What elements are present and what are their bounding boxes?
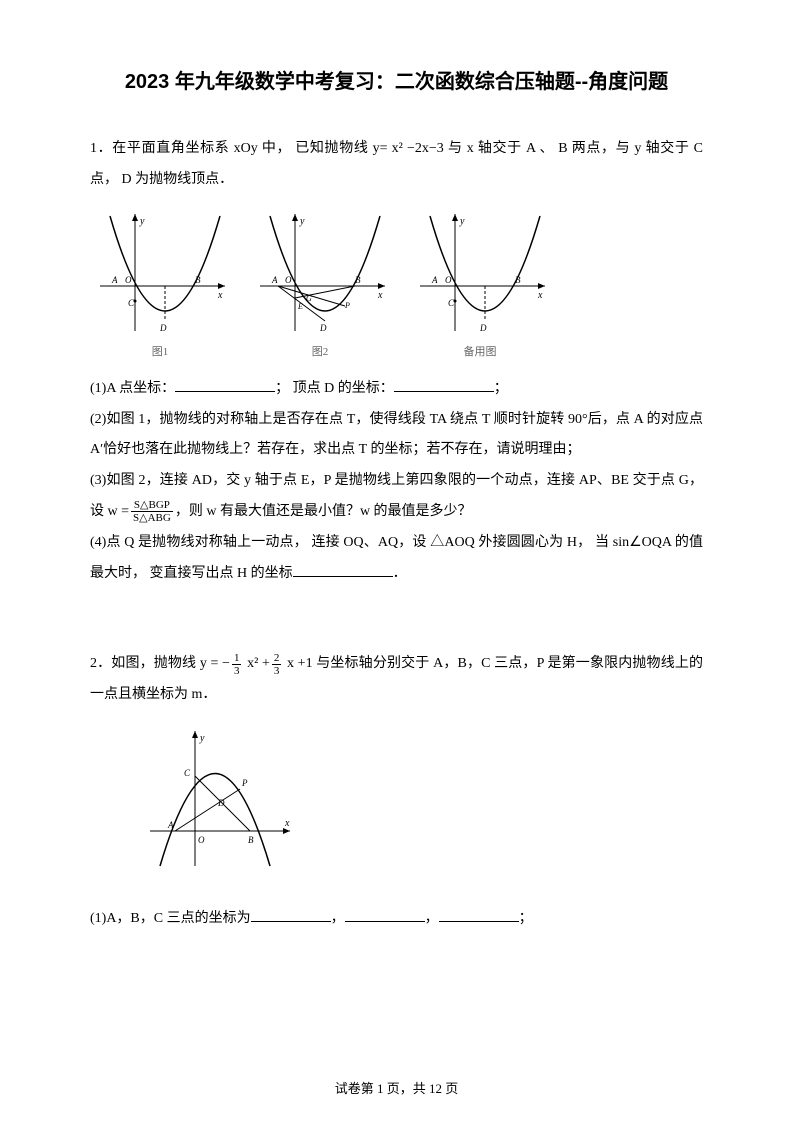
q1-figure-2: y x O A B G E P D 图2 [250,206,390,364]
blank [175,378,275,392]
q1-figure-1: y x O A B C D 图1 [90,206,230,364]
fraction: S△BGPS△ABG [131,499,173,524]
q2-part1-pre: (1)A，B，C 三点的坐标为 [90,911,251,926]
blank [251,908,331,922]
frac-num: 1 [232,652,242,665]
svg-text:G: G [306,294,312,303]
svg-text:C: C [448,298,455,308]
q1-part1-pre: (1)A 点坐标： [90,381,175,396]
svg-text:x: x [284,818,290,829]
svg-text:A: A [431,275,438,285]
svg-text:y: y [299,216,305,227]
frac-den: 3 [232,665,242,677]
svg-text:B: B [248,835,254,845]
blank [293,563,393,577]
svg-text:x: x [377,290,383,301]
svg-text:y: y [199,733,205,744]
blank [345,908,425,922]
q2-part1: (1)A，B，C 三点的坐标为 ， ， ； [90,904,703,935]
parabola-downward-svg: y x O A B C D P [140,721,300,871]
frac-num: 2 [272,652,282,665]
q2-figure: y x O A B C D P [140,721,703,884]
q1-part4-end: ． [393,566,407,581]
svg-text:B: B [195,275,201,285]
q1-figures: y x O A B C D 图1 y x [90,206,703,364]
page-footer: 试卷第 1 页，共 12 页 [0,1078,793,1097]
svg-text:C: C [184,768,191,778]
sep2: ， [425,911,439,926]
svg-text:A: A [271,275,278,285]
question-1: 1．在平面直角坐标系 xOy 中， 已知抛物线 y= x² −2x−3 与 x … [90,134,703,589]
parabola-figure-3-svg: y x O A B C D [410,206,550,336]
fig1-caption: 图1 [152,340,169,364]
svg-text:x: x [537,290,543,301]
svg-text:B: B [355,275,361,285]
svg-text:O: O [198,835,205,845]
q2-intro-pre: 2．如图，抛物线 y = − [90,656,230,671]
svg-text:A: A [111,275,118,285]
q2-part1-end: ； [519,911,533,926]
document-title: 2023 年九年级数学中考复习：二次函数综合压轴题--角度问题 [90,60,703,104]
q1-part2: (2)如图 1，抛物线的对称轴上是否存在点 T，使得线段 TA 绕点 T 顺时针… [90,405,703,467]
svg-text:A: A [167,820,174,830]
svg-text:O: O [285,275,292,285]
q1-part1-mid: ； 顶点 D 的坐标： [275,381,394,396]
svg-text:B: B [515,275,521,285]
svg-text:O: O [125,275,132,285]
question-2: 2．如图，抛物线 y = −13 x² +23 x +1 与坐标轴分别交于 A，… [90,649,703,934]
svg-text:P: P [241,778,248,788]
svg-text:D: D [159,323,167,333]
svg-text:D: D [217,798,225,808]
blank [439,908,519,922]
frac-den: 3 [272,665,282,677]
svg-text:y: y [139,216,145,227]
sep1: ， [331,911,345,926]
fraction: 23 [272,652,282,677]
q1-part3: (3)如图 2，连接 AD，交 y 轴于点 E，P 是抛物线上第四象限的一个动点… [90,466,703,528]
parabola-figure-1-svg: y x O A B C D [90,206,230,336]
svg-text:y: y [459,216,465,227]
spacer [90,589,703,649]
q1-figure-3: y x O A B C D 备用图 [410,206,550,364]
blank [394,378,494,392]
svg-text:O: O [445,275,452,285]
svg-text:E: E [297,302,303,311]
q1-part1: (1)A 点坐标： ； 顶点 D 的坐标： ； [90,374,703,405]
svg-text:P: P [344,301,350,310]
q2-intro: 2．如图，抛物线 y = −13 x² +23 x +1 与坐标轴分别交于 A，… [90,649,703,711]
fig2-caption: 图2 [312,340,329,364]
svg-text:D: D [319,323,327,333]
q2-intro-mid1: x² + [243,656,269,671]
q1-part3-post: ，则 w 有最大值还是最小值？w 的最值是多少？ [175,504,472,519]
q1-part4: (4)点 Q 是抛物线对称轴上一动点， 连接 OQ、AQ，设 △AOQ 外接圆圆… [90,528,703,590]
svg-text:x: x [217,290,223,301]
fig3-caption: 备用图 [464,340,497,364]
q1-intro: 1．在平面直角坐标系 xOy 中， 已知抛物线 y= x² −2x−3 与 x … [90,134,703,196]
fraction: 13 [232,652,242,677]
q1-part1-end: ； [494,381,508,396]
frac-num: S△BGP [131,499,173,512]
svg-text:D: D [479,323,487,333]
svg-text:C: C [128,298,135,308]
frac-den: S△ABG [131,512,173,524]
parabola-figure-2-svg: y x O A B G E P D [250,206,390,336]
